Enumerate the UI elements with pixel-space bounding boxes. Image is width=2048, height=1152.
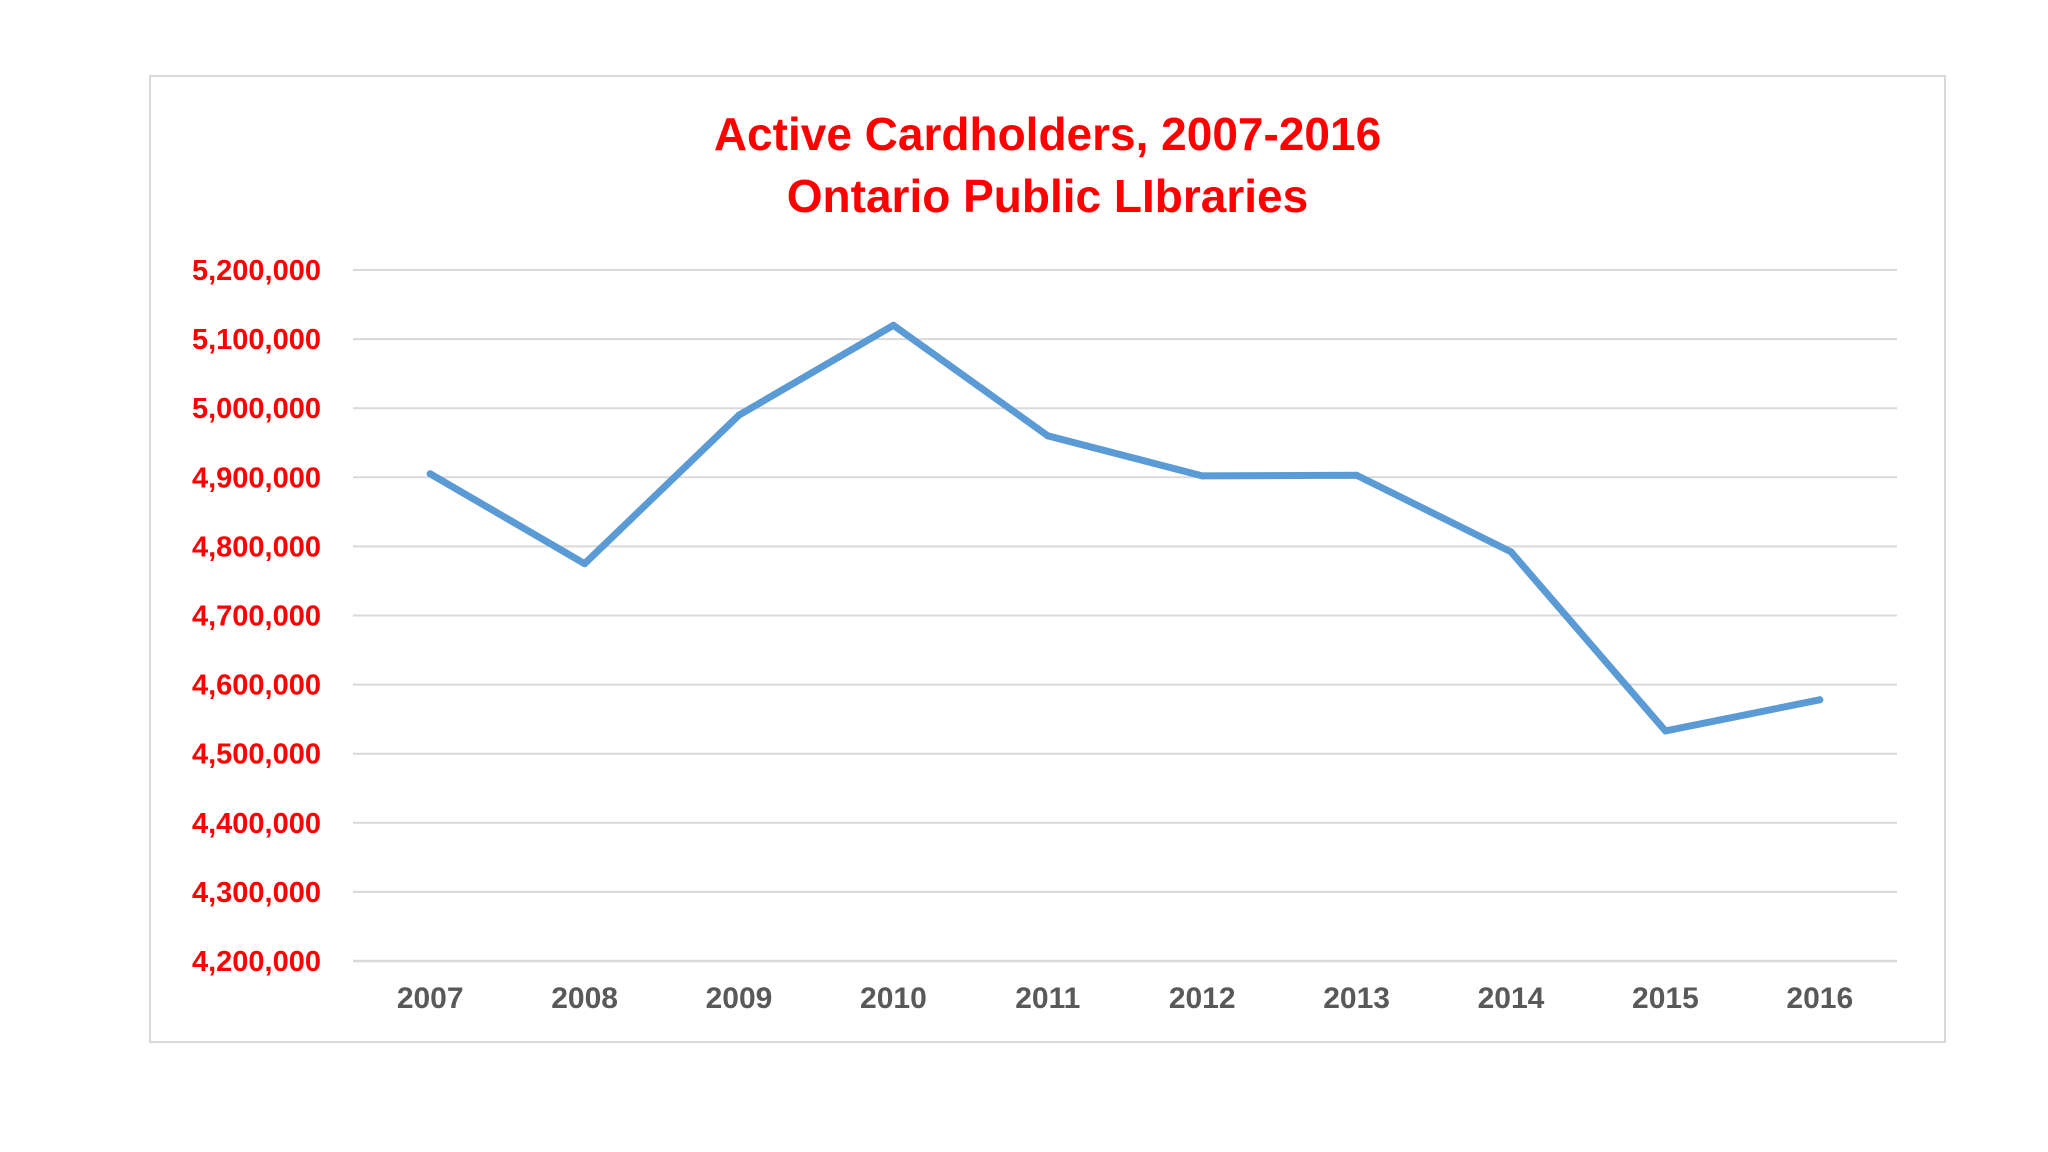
x-tick-label: 2012	[1169, 982, 1236, 1015]
data-point	[1353, 471, 1361, 479]
y-tick-label: 4,900,000	[192, 462, 321, 494]
data-point	[889, 321, 897, 329]
chart-title: Active Cardholders, 2007-2016	[713, 108, 1382, 160]
x-tick-label: 2008	[551, 982, 618, 1015]
y-tick-label: 4,800,000	[192, 531, 321, 563]
y-tick-label: 4,700,000	[192, 601, 321, 633]
y-tick-label: 4,300,000	[192, 877, 321, 909]
data-point	[1507, 548, 1515, 556]
series-line	[426, 321, 1824, 735]
y-tick-label: 4,500,000	[192, 739, 321, 771]
y-tick-label: 4,400,000	[192, 808, 321, 840]
chart-frame: Active Cardholders, 2007-2016 Ontario Pu…	[149, 75, 1946, 1043]
chart-title-block: Active Cardholders, 2007-2016 Ontario Pu…	[151, 103, 1944, 227]
x-tick-label: 2016	[1786, 982, 1853, 1015]
data-point	[1661, 727, 1669, 735]
data-point	[1816, 696, 1824, 704]
x-axis-tick-labels: 2007 2008 2009 2010 2011 2012 2013 2014 2015 2016	[397, 982, 1853, 1015]
x-tick-label: 2007	[397, 982, 464, 1015]
x-tick-label: 2013	[1323, 982, 1390, 1015]
data-point	[1044, 432, 1052, 440]
data-point	[581, 560, 589, 568]
y-tick-label: 5,100,000	[192, 324, 321, 356]
y-tick-label: 5,000,000	[192, 393, 321, 425]
y-tick-label: 4,600,000	[192, 670, 321, 702]
data-point	[426, 470, 434, 478]
chart-subtitle: Ontario Public LIbraries	[786, 170, 1309, 222]
gridlines	[353, 269, 1897, 963]
data-point	[1198, 472, 1206, 480]
x-tick-label: 2009	[706, 982, 773, 1015]
x-tick-label: 2015	[1632, 982, 1699, 1015]
x-tick-label: 2011	[1015, 982, 1080, 1015]
data-point	[735, 411, 743, 419]
x-tick-label: 2014	[1478, 982, 1545, 1015]
x-tick-label: 2010	[860, 982, 927, 1015]
y-tick-label: 5,200,000	[192, 255, 321, 287]
y-tick-label: 4,200,000	[192, 946, 321, 978]
series-layer	[426, 321, 1824, 735]
y-axis-tick-labels: 5,200,000 5,100,000 5,000,000 4,900,000 4,80…	[192, 255, 321, 978]
